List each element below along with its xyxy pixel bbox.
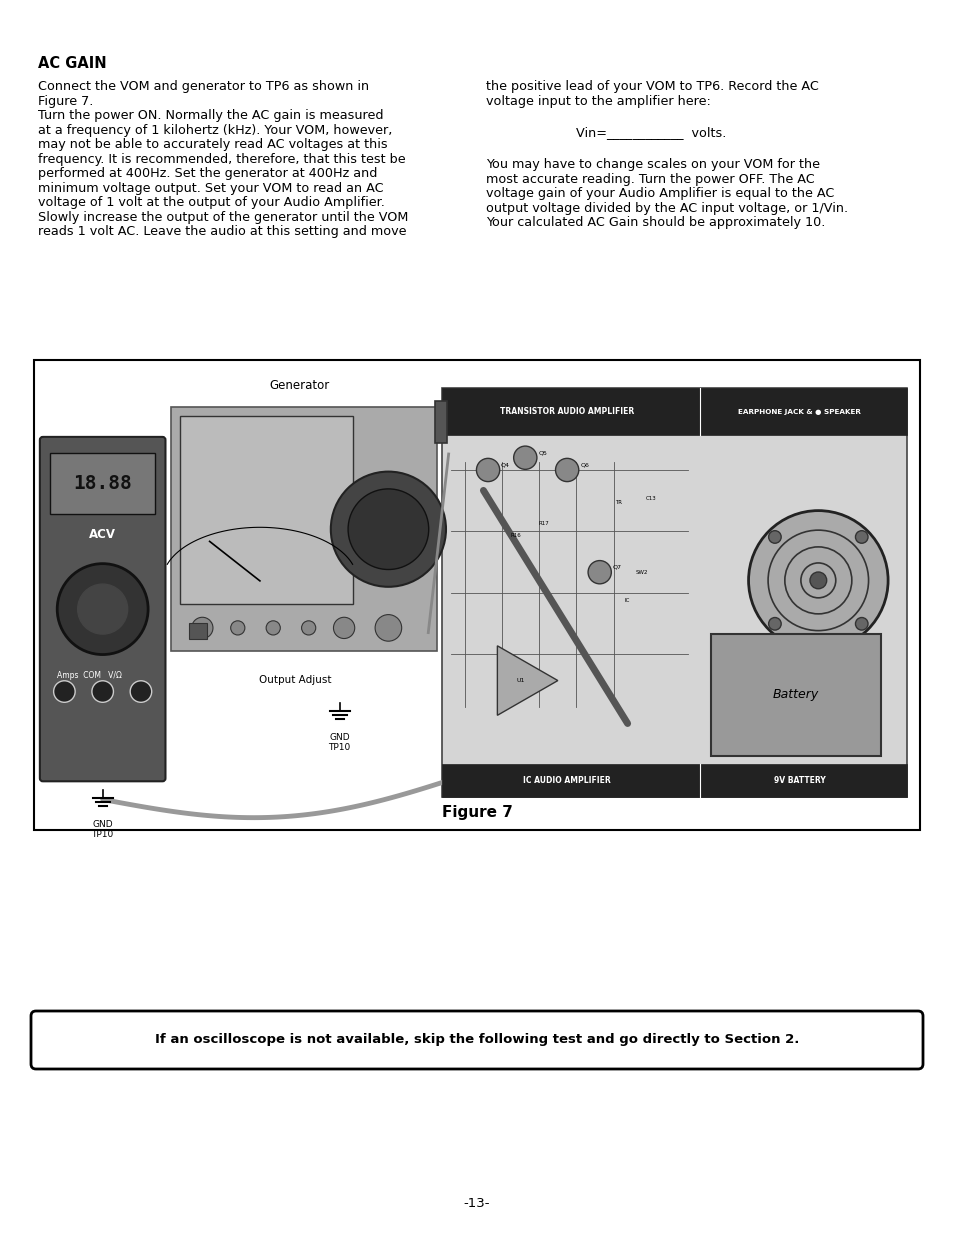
Circle shape bbox=[130, 680, 152, 703]
Circle shape bbox=[476, 458, 499, 482]
Text: Connect the VOM and generator to TP6 as shown in: Connect the VOM and generator to TP6 as … bbox=[38, 80, 369, 93]
Text: SW2: SW2 bbox=[635, 569, 647, 574]
Text: at a frequency of 1 kilohertz (kHz). Your VOM, however,: at a frequency of 1 kilohertz (kHz). You… bbox=[38, 124, 392, 137]
Text: Amps  COM   V/Ω: Amps COM V/Ω bbox=[57, 671, 122, 680]
Bar bbox=[34, 359, 919, 830]
Text: You may have to change scales on your VOM for the: You may have to change scales on your VO… bbox=[485, 158, 820, 172]
Circle shape bbox=[855, 618, 867, 630]
Text: GND
TP10: GND TP10 bbox=[328, 734, 351, 752]
Text: If an oscilloscope is not available, skip the following test and go directly to : If an oscilloscope is not available, ski… bbox=[154, 1034, 799, 1046]
Text: 18.88: 18.88 bbox=[73, 474, 132, 494]
Circle shape bbox=[513, 446, 537, 469]
Circle shape bbox=[77, 584, 128, 634]
Text: Turn the power ON. Normally the AC gain is measured: Turn the power ON. Normally the AC gain … bbox=[38, 109, 383, 122]
Text: voltage input to the amplifier here:: voltage input to the amplifier here: bbox=[485, 95, 710, 107]
Text: 10μF: 10μF bbox=[443, 393, 469, 403]
Text: U1: U1 bbox=[516, 678, 524, 683]
Text: IC AUDIO AMPLIFIER: IC AUDIO AMPLIFIER bbox=[523, 777, 610, 785]
Circle shape bbox=[748, 510, 887, 650]
Text: Q7: Q7 bbox=[612, 564, 621, 569]
Text: output voltage divided by the AC input voltage, or 1/Vin.: output voltage divided by the AC input v… bbox=[485, 201, 847, 215]
Text: Vin=____________  volts.: Vin=____________ volts. bbox=[576, 126, 725, 140]
Text: Q5: Q5 bbox=[537, 451, 547, 456]
Text: Battery: Battery bbox=[772, 688, 819, 701]
Text: voltage of 1 volt at the output of your Audio Amplifier.: voltage of 1 volt at the output of your … bbox=[38, 196, 384, 209]
Circle shape bbox=[301, 621, 315, 635]
Text: Q6: Q6 bbox=[579, 463, 588, 468]
Text: Figure 7: Figure 7 bbox=[441, 805, 512, 820]
Circle shape bbox=[53, 680, 75, 703]
Circle shape bbox=[587, 561, 611, 584]
Text: minimum voltage output. Set your VOM to read an AC: minimum voltage output. Set your VOM to … bbox=[38, 182, 383, 194]
Circle shape bbox=[348, 489, 428, 569]
FancyBboxPatch shape bbox=[30, 1011, 923, 1070]
Bar bbox=[180, 416, 353, 604]
Text: Output Adjust: Output Adjust bbox=[259, 674, 332, 685]
Text: TR: TR bbox=[614, 500, 621, 505]
Text: GND
TP10: GND TP10 bbox=[91, 820, 113, 840]
Text: reads 1 volt AC. Leave the audio at this setting and move: reads 1 volt AC. Leave the audio at this… bbox=[38, 225, 406, 238]
Text: Generator: Generator bbox=[270, 379, 330, 391]
Bar bbox=[189, 622, 207, 638]
Text: frequency. It is recommended, therefore, that this test be: frequency. It is recommended, therefore,… bbox=[38, 152, 405, 165]
Text: Figure 7.: Figure 7. bbox=[38, 95, 93, 107]
Text: Slowly increase the output of the generator until the VOM: Slowly increase the output of the genera… bbox=[38, 210, 408, 224]
Bar bbox=[441, 388, 905, 797]
Text: IC: IC bbox=[624, 598, 630, 604]
Text: Q4: Q4 bbox=[500, 463, 510, 468]
Text: R17: R17 bbox=[537, 521, 549, 526]
Text: performed at 400Hz. Set the generator at 400Hz and: performed at 400Hz. Set the generator at… bbox=[38, 167, 377, 180]
Text: ACV: ACV bbox=[89, 529, 116, 541]
Circle shape bbox=[91, 680, 113, 703]
Text: 9V BATTERY: 9V BATTERY bbox=[773, 777, 824, 785]
Text: C13: C13 bbox=[645, 496, 656, 501]
Bar bbox=[711, 634, 881, 756]
Text: voltage gain of your Audio Amplifier is equal to the AC: voltage gain of your Audio Amplifier is … bbox=[485, 188, 834, 200]
FancyBboxPatch shape bbox=[40, 437, 165, 782]
Text: most accurate reading. Turn the power OFF. The AC: most accurate reading. Turn the power OF… bbox=[485, 173, 814, 185]
Text: AC GAIN: AC GAIN bbox=[38, 56, 107, 70]
Bar bbox=[172, 408, 436, 651]
Circle shape bbox=[809, 572, 826, 589]
Circle shape bbox=[331, 472, 445, 587]
Circle shape bbox=[555, 458, 578, 482]
Text: -13-: -13- bbox=[463, 1197, 490, 1210]
Text: Your calculated AC Gain should be approximately 10.: Your calculated AC Gain should be approx… bbox=[485, 216, 824, 230]
Circle shape bbox=[334, 618, 355, 638]
Text: EARPHONE JACK & ● SPEAKER: EARPHONE JACK & ● SPEAKER bbox=[738, 409, 861, 415]
Text: TRANSISTOR AUDIO AMPLIFIER: TRANSISTOR AUDIO AMPLIFIER bbox=[499, 408, 634, 416]
Bar bbox=[441, 764, 905, 797]
Bar bbox=[441, 388, 905, 435]
Bar bbox=[435, 401, 446, 443]
Text: the positive lead of your VOM to TP6. Record the AC: the positive lead of your VOM to TP6. Re… bbox=[485, 80, 818, 93]
Circle shape bbox=[192, 618, 213, 638]
Text: may not be able to accurately read AC voltages at this: may not be able to accurately read AC vo… bbox=[38, 138, 387, 151]
Polygon shape bbox=[497, 646, 558, 715]
FancyBboxPatch shape bbox=[42, 438, 163, 469]
Circle shape bbox=[768, 618, 781, 630]
Circle shape bbox=[375, 615, 401, 641]
Circle shape bbox=[855, 531, 867, 543]
Circle shape bbox=[768, 531, 781, 543]
Bar bbox=[50, 453, 155, 514]
Circle shape bbox=[266, 621, 280, 635]
Circle shape bbox=[231, 621, 245, 635]
Text: R16: R16 bbox=[510, 534, 520, 538]
Circle shape bbox=[57, 563, 148, 655]
